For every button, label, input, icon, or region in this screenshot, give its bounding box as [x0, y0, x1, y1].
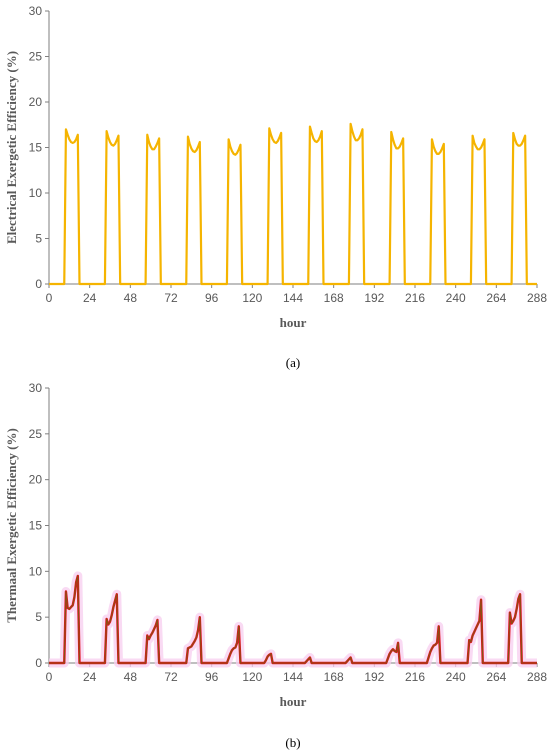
y-tick-label: 5	[35, 232, 42, 246]
x-axis-title: hour	[280, 315, 307, 330]
chart-b-thermal-exergetic-efficiency: 0 5 10 15 20 25 30 0 24 48 72 96 120 144 168 192 216 240 2…	[4, 381, 547, 750]
x-tick-label: 120	[242, 291, 262, 305]
series-line-overlay	[49, 575, 537, 664]
x-tick-label: 72	[164, 291, 178, 305]
y-tick-label: 20	[29, 95, 43, 109]
x-tick-label: 288	[527, 670, 547, 684]
y-tick-label: 15	[29, 519, 43, 533]
panel-label: (b)	[285, 735, 300, 750]
y-tick-label: 30	[29, 4, 43, 18]
x-tick-label: 264	[486, 291, 506, 305]
x-tick-label: 264	[486, 670, 506, 684]
y-tick-label: 20	[29, 473, 43, 487]
x-tick-label: 168	[324, 291, 344, 305]
x-tick-label: 0	[46, 670, 53, 684]
x-tick-label: 288	[527, 291, 547, 305]
panel-label: (a)	[286, 355, 300, 370]
y-tick-label: 10	[29, 564, 43, 578]
x-tick-label: 96	[205, 670, 219, 684]
y-tick-label: 15	[29, 141, 43, 155]
x-tick-label: 168	[324, 670, 344, 684]
x-tick-label: 216	[405, 291, 425, 305]
y-tick-label: 25	[29, 427, 43, 441]
y-axis-title: Electrical Exergetic Efficiency (%)	[4, 51, 19, 244]
x-tick-label: 24	[83, 670, 97, 684]
y-tick-label: 5	[35, 610, 42, 624]
x-tick-label: 216	[405, 670, 425, 684]
x-tick-label: 72	[164, 670, 178, 684]
x-tick-label: 120	[242, 670, 262, 684]
y-tick-label: 0	[35, 277, 42, 291]
y-tick-label: 10	[29, 186, 43, 200]
x-tick-label: 240	[446, 670, 466, 684]
x-tick-label: 240	[446, 291, 466, 305]
x-tick-label: 192	[364, 291, 384, 305]
y-tick-label: 30	[29, 381, 43, 395]
x-tick-label: 24	[83, 291, 97, 305]
x-tick-label: 48	[124, 291, 138, 305]
x-tick-label: 144	[283, 291, 303, 305]
y-tick-label: 25	[29, 50, 43, 64]
series-band	[49, 571, 537, 668]
y-axis-title: Thermaal Exergetic Efficiency (%)	[4, 428, 19, 623]
x-tick-label: 48	[124, 670, 138, 684]
x-tick-label: 0	[46, 291, 53, 305]
x-tick-label: 192	[364, 670, 384, 684]
series-line	[49, 122, 537, 286]
x-tick-label: 96	[205, 291, 219, 305]
x-axis-title: hour	[280, 694, 307, 709]
y-tick-label: 0	[35, 656, 42, 670]
x-tick-label: 144	[283, 670, 303, 684]
chart-a-electrical-exergetic-efficiency: 0 5 10 15 20 25 30 0 24 48 72 96 120 144 168 192 216 240 2…	[4, 4, 547, 370]
